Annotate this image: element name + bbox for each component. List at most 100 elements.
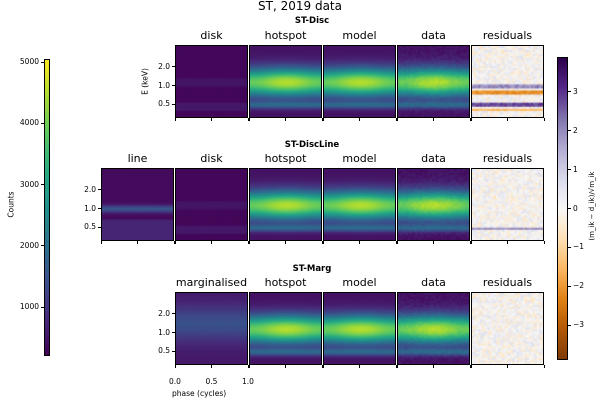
colorbar-tick-mark bbox=[41, 306, 44, 308]
figure-title: ST, 2019 data bbox=[258, 0, 342, 13]
y-tick-label: 2.0 bbox=[158, 61, 170, 71]
x-tick-mark bbox=[469, 118, 471, 121]
x-tick-mark bbox=[359, 365, 360, 368]
x-tick-mark bbox=[396, 365, 398, 368]
x-tick-mark bbox=[543, 241, 545, 244]
panel-title: data bbox=[421, 152, 446, 165]
y-tick-label: 2.0 bbox=[84, 184, 96, 194]
x-tick-mark bbox=[248, 365, 250, 368]
x-tick-mark bbox=[211, 241, 212, 244]
x-tick-mark bbox=[322, 118, 324, 121]
y-tick-label: 1.0 bbox=[158, 327, 170, 337]
x-tick-mark bbox=[285, 365, 286, 368]
y-tick-mark bbox=[98, 226, 101, 228]
panel-title: line bbox=[127, 152, 148, 165]
y-tick-label: 2.0 bbox=[158, 308, 170, 318]
x-tick-mark bbox=[395, 365, 397, 368]
x-tick-mark bbox=[322, 365, 324, 368]
colorbar-tick-mark bbox=[568, 91, 571, 93]
x-tick-mark bbox=[248, 241, 250, 244]
heatmap-cells bbox=[250, 169, 321, 240]
y-tick-mark bbox=[98, 189, 101, 191]
x-tick-mark bbox=[470, 118, 472, 121]
heatmap-cells bbox=[176, 169, 247, 240]
panel-title: model bbox=[342, 276, 377, 289]
colorbar-tick-mark bbox=[41, 245, 44, 247]
panel-title: residuals bbox=[482, 276, 533, 289]
colorbar-tick-label: 4000 bbox=[19, 118, 39, 128]
heatmap-panel-model bbox=[323, 292, 396, 365]
x-tick-mark bbox=[470, 365, 472, 368]
y-tick-label: 0.5 bbox=[158, 346, 170, 356]
colorbar-tick-label: 1 bbox=[573, 164, 578, 174]
counts-colorbar bbox=[44, 59, 50, 356]
y-tick-mark bbox=[172, 103, 175, 105]
x-tick-mark bbox=[285, 118, 286, 121]
colorbar-tick-mark bbox=[568, 208, 571, 209]
y-tick-mark bbox=[172, 66, 175, 68]
heatmap-cells bbox=[102, 169, 173, 240]
y-tick-label: 0.5 bbox=[84, 222, 96, 232]
y-tick-mark bbox=[172, 85, 175, 87]
x-tick-mark bbox=[100, 241, 102, 244]
colorbar-tick-label: 5000 bbox=[19, 57, 39, 67]
heatmap-panel-hotspot bbox=[249, 45, 322, 118]
colorbar-tick-mark bbox=[568, 246, 571, 248]
colorbar-tick-mark bbox=[568, 285, 571, 287]
colorbar-tick-mark bbox=[568, 169, 571, 171]
heatmap-cells bbox=[324, 169, 395, 240]
x-tick-mark bbox=[247, 241, 249, 244]
heatmap-cells bbox=[398, 169, 469, 240]
heatmap-cells bbox=[472, 293, 543, 364]
heatmap-panel-residuals bbox=[471, 292, 544, 365]
panel-title: data bbox=[421, 29, 446, 42]
x-tick-mark bbox=[433, 241, 434, 244]
residuals-colorbar-label: (m_ik − d_ik)/√m_ik bbox=[588, 171, 596, 241]
heatmap-cells bbox=[250, 293, 321, 364]
colorbar-tick-label: 3000 bbox=[19, 179, 39, 189]
x-tick-mark bbox=[321, 118, 323, 121]
x-tick-mark bbox=[174, 241, 176, 244]
heatmap-panel-model bbox=[323, 168, 396, 241]
colorbar-tick-label: −2 bbox=[573, 281, 585, 291]
x-tick-mark bbox=[507, 241, 508, 244]
heatmap-panel-model bbox=[323, 45, 396, 118]
heatmap-panel-disk bbox=[175, 168, 248, 241]
x-tick-mark bbox=[211, 365, 212, 368]
x-tick-mark bbox=[359, 241, 360, 244]
heatmap-panel-data bbox=[397, 168, 470, 241]
heatmap-cells bbox=[398, 46, 469, 117]
x-tick-mark bbox=[469, 365, 471, 368]
x-tick-mark bbox=[396, 118, 398, 121]
colorbar-tick-mark bbox=[41, 61, 44, 63]
panel-title: hotspot bbox=[264, 152, 307, 165]
x-tick-mark bbox=[433, 118, 434, 121]
heatmap-cells bbox=[324, 293, 395, 364]
heatmap-panel-residuals bbox=[471, 45, 544, 118]
panel-title: residuals bbox=[482, 152, 533, 165]
x-tick-mark bbox=[395, 241, 397, 244]
colorbar-tick-label: −1 bbox=[573, 242, 585, 252]
x-tick-mark bbox=[321, 241, 323, 244]
x-tick-mark bbox=[322, 241, 324, 244]
x-tick-mark bbox=[173, 241, 175, 244]
panel-title: model bbox=[342, 152, 377, 165]
x-tick-mark bbox=[285, 241, 286, 244]
heatmap-panel-line bbox=[101, 168, 174, 241]
x-tick-mark bbox=[174, 365, 176, 368]
heatmap-cells bbox=[176, 46, 247, 117]
colorbar-tick-label: 3 bbox=[573, 86, 578, 96]
y-tick-label: 0.5 bbox=[158, 99, 170, 109]
heatmap-panel-hotspot bbox=[249, 292, 322, 365]
colorbar-tick-label: 1000 bbox=[19, 302, 39, 311]
residuals-colorbar bbox=[557, 57, 568, 360]
colorbar-tick-label: 2 bbox=[573, 125, 578, 135]
x-tick-mark bbox=[543, 365, 545, 368]
y-tick-label: 1.0 bbox=[84, 203, 96, 213]
heatmap-panel-data bbox=[397, 292, 470, 365]
x-tick-mark bbox=[359, 118, 360, 121]
x-tick-mark bbox=[211, 118, 212, 121]
colorbar-tick-mark bbox=[568, 324, 571, 326]
y-tick-mark bbox=[98, 208, 101, 210]
x-tick-mark bbox=[395, 118, 397, 121]
